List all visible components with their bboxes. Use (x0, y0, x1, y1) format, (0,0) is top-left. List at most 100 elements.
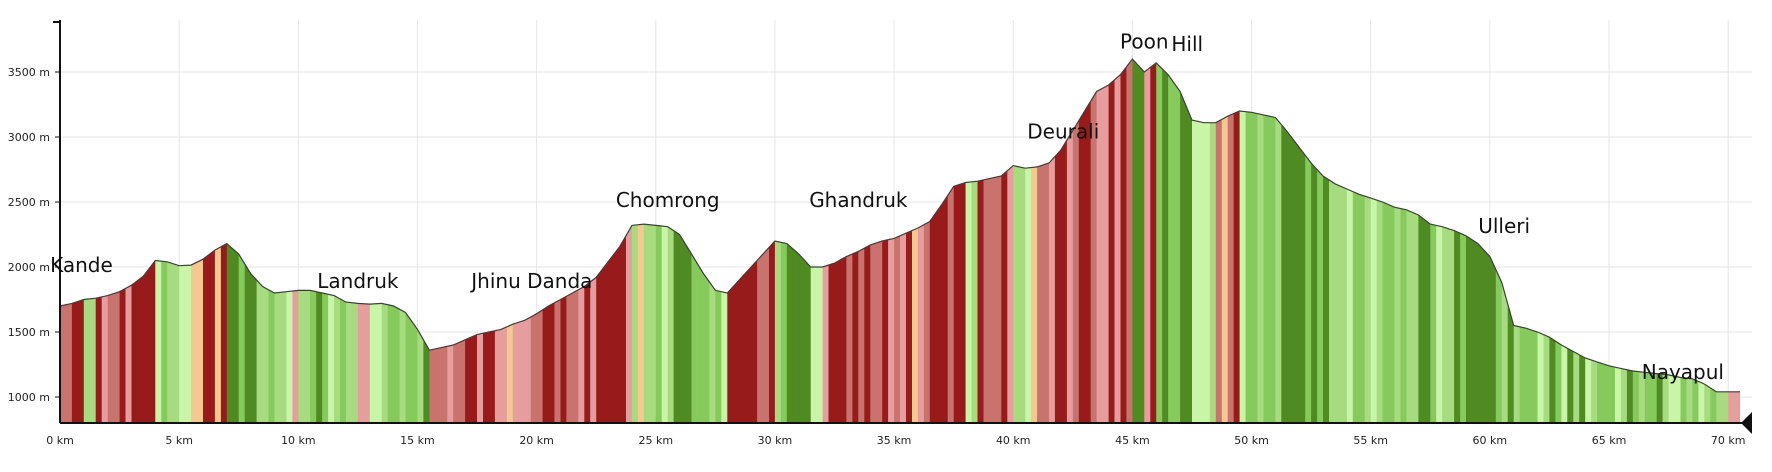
elevation-band (1400, 59, 1408, 423)
elevation-band (238, 59, 246, 423)
elevation-band (1001, 59, 1008, 423)
elevation-band (1120, 59, 1128, 423)
y-tick-label: 2500 m (8, 196, 50, 209)
elevation-band (1340, 59, 1348, 423)
elevation-band (381, 59, 389, 423)
elevation-band (1388, 59, 1396, 423)
elevation-band (119, 59, 127, 423)
elevation-band (1412, 59, 1419, 423)
elevation-band (1257, 59, 1265, 423)
elevation-band (1555, 59, 1562, 423)
elevation-band (286, 59, 293, 423)
elevation-band (1454, 59, 1461, 423)
elevation-band (888, 59, 895, 423)
elevation-band (602, 59, 609, 423)
elevation-band (1632, 59, 1640, 423)
elevation-band (578, 59, 585, 423)
x-tick-label: 10 km (281, 434, 316, 447)
x-tick-label: 40 km (996, 434, 1031, 447)
elevation-band (917, 59, 925, 423)
elevation-band (274, 59, 282, 423)
elevation-band (1382, 59, 1390, 423)
elevation-band (876, 59, 883, 423)
elevation-band (977, 59, 985, 423)
elevation-band (471, 59, 478, 423)
elevation-band (983, 59, 991, 423)
x-tick-label: 30 km (758, 434, 793, 447)
elevation-band (1025, 59, 1032, 423)
elevation-band (721, 59, 728, 423)
elevation-band (953, 59, 961, 423)
elevation-band (524, 59, 532, 423)
elevation-band (107, 59, 115, 423)
elevation-band (840, 59, 848, 423)
elevation-band (1102, 59, 1110, 423)
elevation-band (667, 59, 675, 423)
x-tick-label: 5 km (165, 434, 193, 447)
elevation-band (203, 59, 210, 423)
elevation-band (1537, 59, 1545, 423)
elevation-band (1728, 59, 1735, 423)
elevation-band (1144, 59, 1151, 423)
elevation-band (1066, 59, 1074, 423)
elevation-band (1060, 59, 1068, 423)
elevation-band (608, 59, 615, 423)
elevation-band (733, 59, 740, 423)
place-label: Nayapul (1642, 360, 1724, 384)
elevation-band (1549, 59, 1556, 423)
elevation-band (643, 59, 651, 423)
elevation-band (691, 59, 699, 423)
elevation-band (757, 59, 764, 423)
elevation-band (882, 59, 889, 423)
elevation-band (1043, 59, 1050, 423)
elevation-band (870, 59, 877, 423)
x-tick-label: 25 km (638, 434, 673, 447)
elevation-band (1192, 59, 1199, 423)
elevation-band (232, 59, 240, 423)
x-axis-arrow-icon (1741, 412, 1752, 434)
elevation-band (1418, 59, 1425, 423)
elevation-band (399, 59, 407, 423)
elevation-band (226, 59, 234, 423)
elevation-band (620, 59, 627, 423)
elevation-band (709, 59, 716, 423)
elevation-band (459, 59, 466, 423)
elevation-band (1215, 59, 1223, 423)
x-tick-label: 55 km (1353, 434, 1388, 447)
elevation-band (185, 59, 192, 423)
elevation-band (512, 59, 520, 423)
elevation-band (935, 59, 943, 423)
elevation-band (95, 59, 103, 423)
elevation-band (774, 59, 782, 423)
elevation-band (143, 59, 150, 423)
elevation-band (101, 59, 109, 423)
elevation-band (1186, 59, 1193, 423)
elevation-band (995, 59, 1002, 423)
x-tick-label: 0 km (46, 434, 74, 447)
elevation-band (500, 59, 508, 423)
elevation-band (405, 59, 413, 423)
elevation-band (1579, 59, 1586, 423)
elevation-band (1019, 59, 1026, 423)
y-tick-label: 3500 m (8, 66, 50, 79)
elevation-band (1609, 59, 1616, 423)
elevation-band (1346, 59, 1354, 423)
elevation-band (566, 59, 573, 423)
elevation-band (304, 59, 311, 423)
place-label: Landruk (317, 269, 399, 293)
y-tick-labels: 1000 m 1500 m 2000 m 2500 m 3000 m 3500 m (8, 66, 60, 404)
elevation-band (208, 59, 216, 423)
elevation-band (316, 59, 323, 423)
elevation-band (1031, 59, 1038, 423)
elevation-band (596, 59, 603, 423)
elevation-band (828, 59, 836, 423)
elevation-band (1126, 59, 1133, 423)
elevation-band (66, 59, 73, 423)
place-label: Kande (50, 253, 113, 277)
elevation-band (1007, 59, 1014, 423)
place-labels: Kande Landruk Jhinu Danda Chomrong Ghandruk D… (50, 30, 1724, 384)
elevation-band (1168, 59, 1175, 423)
elevation-band (542, 59, 550, 423)
elevation-band (858, 59, 865, 423)
elevation-band (1114, 59, 1122, 423)
